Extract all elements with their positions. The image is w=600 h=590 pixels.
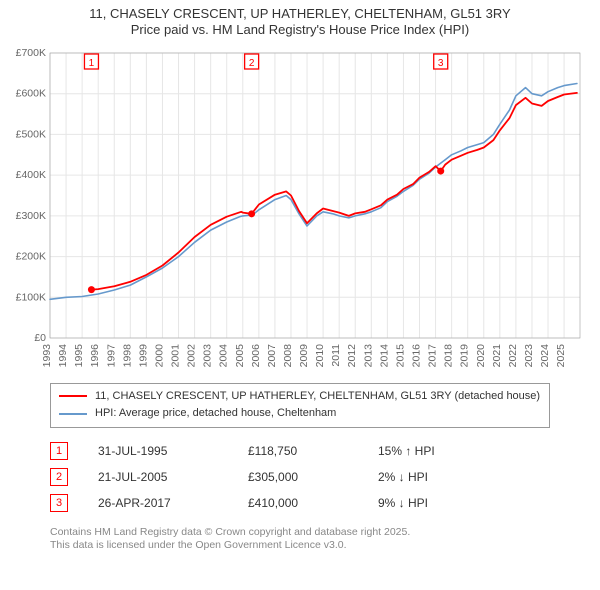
svg-text:2021: 2021 (491, 343, 503, 367)
svg-text:£500K: £500K (16, 128, 46, 140)
svg-text:2: 2 (249, 58, 255, 69)
sale-date: 26-APR-2017 (98, 496, 218, 510)
svg-text:2020: 2020 (475, 343, 487, 367)
page: 11, CHASELY CRESCENT, UP HATHERLEY, CHEL… (0, 0, 600, 590)
sales-table: 1 31-JUL-1995 £118,750 15% ↑ HPI 2 21-JU… (50, 438, 550, 516)
svg-text:2010: 2010 (314, 343, 326, 367)
sale-date: 21-JUL-2005 (98, 470, 218, 484)
svg-text:2011: 2011 (330, 343, 342, 366)
svg-text:2002: 2002 (186, 343, 198, 367)
sale-date: 31-JUL-1995 (98, 444, 218, 458)
table-row: 2 21-JUL-2005 £305,000 2% ↓ HPI (50, 464, 550, 490)
legend-swatch (59, 413, 87, 415)
sale-marker-icon: 1 (50, 442, 68, 460)
sale-delta: 2% ↓ HPI (378, 470, 498, 484)
svg-text:£400K: £400K (16, 169, 46, 181)
legend-item: HPI: Average price, detached house, Chel… (59, 405, 541, 423)
sale-marker-icon: 2 (50, 468, 68, 486)
legend: 11, CHASELY CRESCENT, UP HATHERLEY, CHEL… (50, 383, 550, 428)
svg-text:2000: 2000 (153, 343, 165, 367)
legend-label: 11, CHASELY CRESCENT, UP HATHERLEY, CHEL… (95, 388, 540, 406)
svg-text:1998: 1998 (121, 343, 133, 367)
svg-text:2003: 2003 (202, 343, 214, 367)
svg-text:2014: 2014 (378, 343, 390, 367)
svg-text:1: 1 (89, 58, 95, 69)
chart-title: 11, CHASELY CRESCENT, UP HATHERLEY, CHEL… (10, 6, 590, 39)
sale-price: £305,000 (248, 470, 348, 484)
svg-text:2012: 2012 (346, 343, 358, 367)
svg-text:£700K: £700K (16, 47, 46, 59)
svg-text:2009: 2009 (298, 343, 310, 367)
sale-delta: 15% ↑ HPI (378, 444, 498, 458)
svg-text:2022: 2022 (507, 343, 519, 367)
svg-text:2024: 2024 (539, 343, 551, 367)
sale-delta: 9% ↓ HPI (378, 496, 498, 510)
svg-text:1997: 1997 (105, 343, 117, 367)
svg-text:1999: 1999 (137, 343, 149, 367)
legend-label: HPI: Average price, detached house, Chel… (95, 405, 336, 423)
svg-text:2005: 2005 (234, 343, 246, 367)
chart-svg: £0 £100K £200K £300K £400K £500K £600K £700K 199… (10, 45, 590, 375)
svg-text:2006: 2006 (250, 343, 262, 367)
svg-text:2004: 2004 (218, 343, 230, 367)
svg-text:3: 3 (438, 58, 444, 69)
sale-marker-icon: 3 (50, 494, 68, 512)
svg-text:2019: 2019 (459, 343, 471, 367)
price-chart: £0 £100K £200K £300K £400K £500K £600K £700K 199… (10, 45, 590, 375)
table-row: 1 31-JUL-1995 £118,750 15% ↑ HPI (50, 438, 550, 464)
footer-line-1: Contains HM Land Registry data © Crown c… (50, 526, 570, 539)
legend-item: 11, CHASELY CRESCENT, UP HATHERLEY, CHEL… (59, 388, 541, 406)
footer-line-2: This data is licensed under the Open Gov… (50, 539, 570, 552)
sale-price: £410,000 (248, 496, 348, 510)
svg-text:1994: 1994 (57, 343, 69, 367)
svg-text:1996: 1996 (89, 343, 101, 367)
sale-price: £118,750 (248, 444, 348, 458)
attribution-footer: Contains HM Land Registry data © Crown c… (50, 526, 570, 552)
svg-text:£600K: £600K (16, 87, 46, 99)
svg-text:2007: 2007 (266, 343, 278, 367)
svg-text:2008: 2008 (282, 343, 294, 367)
svg-text:2001: 2001 (170, 343, 182, 367)
title-line-1: 11, CHASELY CRESCENT, UP HATHERLEY, CHEL… (10, 6, 590, 22)
svg-text:2023: 2023 (523, 343, 535, 367)
svg-text:2025: 2025 (555, 343, 567, 367)
svg-text:£100K: £100K (16, 291, 46, 303)
svg-text:2017: 2017 (427, 343, 439, 367)
svg-text:2018: 2018 (443, 343, 455, 367)
svg-text:1995: 1995 (73, 343, 85, 367)
svg-text:2016: 2016 (411, 343, 423, 367)
table-row: 3 26-APR-2017 £410,000 9% ↓ HPI (50, 490, 550, 516)
legend-swatch (59, 395, 87, 397)
svg-text:£300K: £300K (16, 209, 46, 221)
svg-text:£0: £0 (34, 332, 46, 344)
svg-text:2015: 2015 (394, 343, 406, 367)
svg-text:£200K: £200K (16, 250, 46, 262)
svg-text:2013: 2013 (362, 343, 374, 367)
title-line-2: Price paid vs. HM Land Registry's House … (10, 22, 590, 38)
svg-text:1993: 1993 (41, 343, 53, 367)
